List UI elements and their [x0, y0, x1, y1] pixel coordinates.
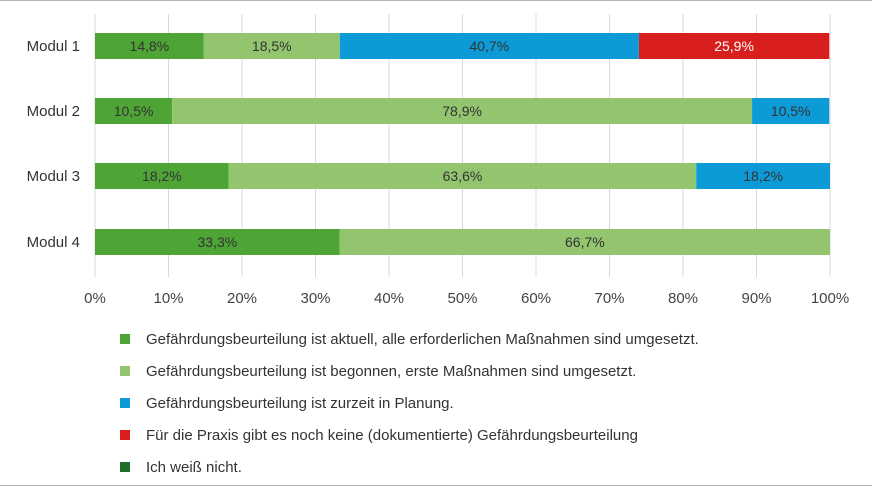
bar-segment	[203, 33, 340, 59]
legend-item: Gefährdungsbeurteilung ist aktuell, alle…	[120, 323, 699, 355]
x-tick-label: 80%	[668, 290, 698, 307]
x-tick-label: 40%	[374, 290, 404, 307]
legend-label: Gefährdungsbeurteilung ist aktuell, alle…	[146, 330, 699, 348]
data-label: 25,9%	[714, 38, 754, 54]
x-tick-label: 0%	[84, 290, 106, 307]
bar-segment	[95, 229, 340, 255]
data-label: 40,7%	[469, 38, 509, 54]
bar-segment	[95, 163, 229, 189]
bar-segment	[696, 163, 830, 189]
legend-swatch	[120, 366, 130, 376]
bar-segment	[95, 33, 204, 59]
x-tick-label: 60%	[521, 290, 551, 307]
bar-segment	[339, 33, 639, 59]
x-tick-label: 20%	[227, 290, 257, 307]
data-label: 10,5%	[114, 103, 154, 119]
legend-label: Für die Praxis gibt es noch keine (dokum…	[146, 426, 638, 444]
legend: Gefährdungsbeurteilung ist aktuell, alle…	[120, 323, 699, 483]
data-label: 18,2%	[142, 168, 182, 184]
category-label: Modul 1	[27, 38, 80, 55]
bar-segments	[95, 33, 830, 255]
stacked-bar-chart: 14,8% 18,5% 40,7% 25,9% 10,5% 78,9% 10,5% 18,2%…	[27, 14, 849, 307]
legend-swatch	[120, 334, 130, 344]
legend-swatch	[120, 462, 130, 472]
data-label: 14,8%	[130, 38, 170, 54]
x-tick-label: 10%	[153, 290, 183, 307]
category-labels: Modul 1 Modul 2 Modul 3 Modul 4	[27, 38, 80, 251]
bar-segment	[638, 33, 830, 59]
x-tick-label: 100%	[811, 290, 849, 307]
legend-item: Ich weiß nicht.	[120, 451, 699, 483]
bar-segment	[752, 98, 830, 124]
x-tick-label: 70%	[594, 290, 624, 307]
data-label: 63,6%	[443, 168, 483, 184]
category-label: Modul 4	[27, 234, 80, 251]
bar-segment	[172, 98, 753, 124]
category-label: Modul 2	[27, 103, 80, 120]
legend-item: Gefährdungsbeurteilung ist begonnen, ers…	[120, 355, 699, 387]
category-label: Modul 3	[27, 168, 80, 185]
legend-swatch	[120, 398, 130, 408]
bar-segment	[339, 229, 830, 255]
data-label: 18,2%	[743, 168, 783, 184]
legend-item: Gefährdungsbeurteilung ist zurzeit in Pl…	[120, 387, 699, 419]
data-label: 66,7%	[565, 234, 605, 250]
data-label: 78,9%	[442, 103, 482, 119]
legend-item: Für die Praxis gibt es noch keine (dokum…	[120, 419, 699, 451]
legend-label: Gefährdungsbeurteilung ist zurzeit in Pl…	[146, 394, 454, 412]
legend-label: Ich weiß nicht.	[146, 458, 242, 476]
legend-swatch	[120, 430, 130, 440]
x-tick-label: 30%	[300, 290, 330, 307]
bar-segment	[228, 163, 697, 189]
x-tick-label: 90%	[741, 290, 771, 307]
x-tick-labels: 0% 10% 20% 30% 40% 50% 60% 70% 80% 90% 100%	[84, 290, 849, 307]
data-label: 10,5%	[771, 103, 811, 119]
bar-segment	[95, 98, 173, 124]
x-tick-label: 50%	[447, 290, 477, 307]
segment-labels: 14,8% 18,5% 40,7% 25,9% 10,5% 78,9% 10,5% 18,2%…	[114, 38, 811, 250]
legend-label: Gefährdungsbeurteilung ist begonnen, ers…	[146, 362, 637, 380]
data-label: 18,5%	[252, 38, 292, 54]
data-label: 33,3%	[198, 234, 238, 250]
